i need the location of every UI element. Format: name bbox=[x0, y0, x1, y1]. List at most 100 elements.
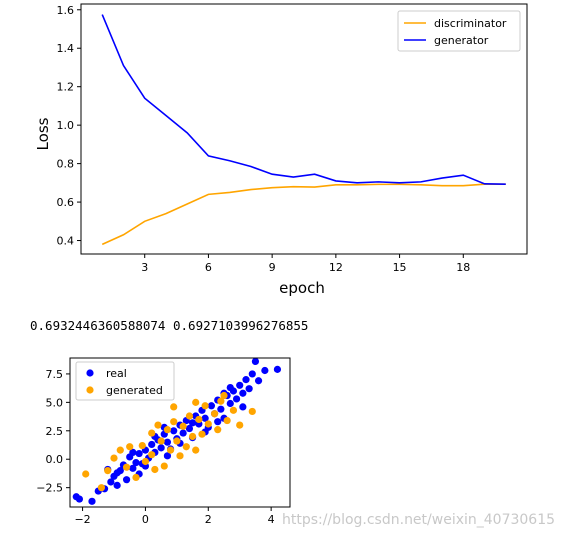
scatter-ytick-label: 7.5 bbox=[46, 368, 64, 381]
scatter-point-real bbox=[113, 481, 121, 489]
scatter-point-generated bbox=[141, 457, 150, 466]
scatter-point-real bbox=[107, 478, 115, 486]
scatter-ytick-label: 5.0 bbox=[46, 396, 64, 409]
scatter-point-real bbox=[217, 405, 225, 413]
scatter-legend-label: real bbox=[106, 367, 127, 380]
scatter-point-generated bbox=[220, 391, 228, 400]
scatter-point-generated bbox=[126, 443, 134, 451]
scatter-point-generated bbox=[110, 454, 118, 462]
scatter-ytick-label: 2.5 bbox=[46, 425, 64, 438]
scatter-legend: real generated bbox=[75, 361, 175, 401]
scatter-point-generated bbox=[192, 398, 200, 406]
loss-xtick-label: 18 bbox=[456, 261, 470, 274]
scatter-point-real bbox=[75, 495, 84, 503]
loss-printout: 0.6932446360588074 0.6927103996276855 bbox=[30, 318, 308, 333]
scatter-legend-box bbox=[75, 361, 175, 401]
loss-xtick-label: 9 bbox=[269, 261, 276, 274]
scatter-point-real bbox=[129, 464, 137, 472]
scatter-point-real bbox=[88, 497, 96, 505]
scatter-point-real bbox=[170, 427, 178, 435]
printout-value-a: 0.6932446360588074 bbox=[30, 318, 166, 333]
scatter-point-real bbox=[122, 476, 131, 484]
scatter-point-real bbox=[254, 377, 263, 385]
scatter-point-generated bbox=[148, 451, 156, 459]
scatter-point-real bbox=[248, 370, 256, 378]
scatter-point-generated bbox=[138, 441, 146, 450]
scatter-point-generated bbox=[157, 437, 165, 445]
loss-xtick-label: 3 bbox=[141, 261, 148, 274]
scatter-ytick-label: 0.0 bbox=[46, 453, 64, 466]
scatter-ytick-label: −2.5 bbox=[36, 482, 63, 495]
scatter-point-real bbox=[135, 449, 143, 458]
loss-legend-label: discriminator bbox=[434, 17, 507, 30]
loss-ytick-label: 1.6 bbox=[57, 4, 75, 17]
scatter-point-generated bbox=[188, 432, 197, 441]
scatter-point-real bbox=[261, 366, 269, 375]
scatter-xtick-label: 4 bbox=[268, 513, 275, 526]
loss-plot-area: 3 6 9 12 15 18 0.4 0.6 0.8 1.0 1.2 1.4 1.6 bbox=[57, 3, 528, 274]
scatter-point-generated bbox=[223, 416, 231, 425]
scatter-point-real bbox=[239, 403, 247, 411]
loss-xtick-label: 15 bbox=[393, 261, 407, 274]
scatter-point-generated bbox=[214, 426, 222, 434]
scatter-point-generated bbox=[210, 410, 219, 418]
scatter-point-generated bbox=[192, 446, 200, 454]
scatter-point-generated bbox=[182, 443, 190, 451]
scatter-point-real bbox=[148, 440, 156, 449]
scatter-point-real bbox=[129, 448, 137, 457]
scatter-points bbox=[72, 358, 282, 505]
scatter-point-generated bbox=[236, 421, 244, 429]
scatter-point-real bbox=[236, 381, 244, 389]
loss-series-line-discriminator bbox=[101, 183, 506, 246]
scatter-point-generated bbox=[166, 446, 175, 454]
loss-xtick-label: 6 bbox=[205, 261, 212, 274]
scatter-point-generated bbox=[170, 418, 178, 426]
scatter-point-real bbox=[113, 469, 121, 477]
loss-ytick-label: 0.4 bbox=[57, 235, 75, 248]
scatter-point-generated bbox=[82, 470, 90, 478]
scatter-point-generated bbox=[229, 406, 238, 414]
scatter-point-real bbox=[245, 385, 253, 393]
scatter-point-real bbox=[179, 429, 187, 437]
scatter-point-generated bbox=[154, 421, 162, 429]
loss-ytick-label: 0.8 bbox=[57, 158, 75, 171]
scatter-point-generated bbox=[104, 467, 112, 475]
scatter-point-generated bbox=[201, 402, 209, 410]
scatter-point-generated bbox=[248, 407, 256, 416]
loss-ytick-label: 1.4 bbox=[57, 42, 75, 55]
scatter-point-real bbox=[132, 459, 140, 467]
scatter-point-real bbox=[163, 438, 172, 446]
scatter-point-generated bbox=[217, 397, 225, 405]
scatter-xtick-label: 2 bbox=[205, 513, 212, 526]
scatter-legend-label: generated bbox=[106, 384, 163, 397]
scatter-point-generated bbox=[198, 430, 206, 438]
scatter-xtick-label: 0 bbox=[142, 513, 149, 526]
scatter-point-generated bbox=[195, 415, 203, 424]
scatter-point-generated bbox=[185, 412, 194, 420]
scatter-xtick-label: −2 bbox=[74, 513, 90, 526]
scatter-point-real bbox=[185, 424, 194, 433]
loss-ytick-label: 1.2 bbox=[57, 81, 75, 94]
scatter-plot-area: −2 0 2 4 −2.5 0.0 2.5 5.0 7.5 bbox=[36, 357, 291, 526]
loss-xtick-label: 12 bbox=[329, 261, 343, 274]
scatter-point-real bbox=[242, 376, 250, 384]
scatter-point-real bbox=[163, 452, 172, 460]
loss-ylabel: Loss bbox=[34, 117, 52, 150]
scatter-point-real bbox=[214, 418, 222, 426]
scatter-point-generated bbox=[97, 484, 106, 492]
scatter-point-real bbox=[226, 399, 234, 408]
scatter-chart: −2 0 2 4 −2.5 0.0 2.5 5.0 7.5 real generated bbox=[36, 357, 291, 526]
scatter-point-real bbox=[157, 444, 165, 452]
scatter-point-generated bbox=[170, 403, 178, 411]
scatter-point-generated bbox=[204, 420, 212, 428]
loss-xlabel: epoch bbox=[279, 279, 325, 297]
loss-frame bbox=[80, 3, 528, 255]
scatter-point-generated bbox=[176, 452, 184, 460]
scatter-point-real bbox=[226, 383, 234, 392]
scatter-point-generated bbox=[116, 446, 124, 454]
scatter-legend-swatch bbox=[86, 386, 94, 394]
loss-legend: discriminator generator bbox=[397, 10, 521, 52]
watermark: https://blog.csdn.net/weixin_40730615 bbox=[282, 512, 556, 528]
loss-series-line-generator bbox=[101, 14, 506, 185]
loss-chart: 3 6 9 12 15 18 0.4 0.6 0.8 1.0 1.2 1.4 1.6 epoch Los… bbox=[34, 3, 528, 297]
